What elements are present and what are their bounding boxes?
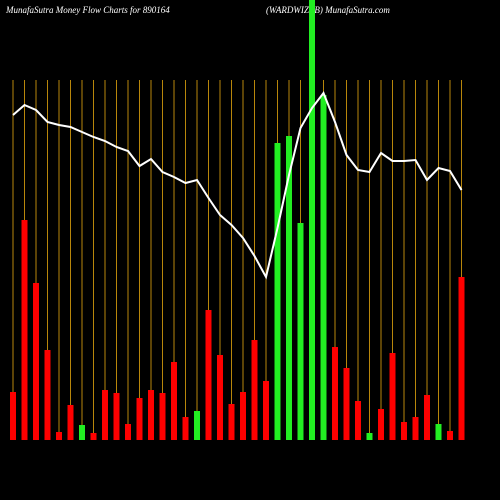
bar	[113, 393, 120, 440]
bar	[274, 143, 281, 440]
bar	[148, 390, 154, 440]
bar	[194, 411, 200, 440]
bar	[309, 0, 315, 440]
bar	[159, 393, 166, 440]
bar	[182, 417, 189, 440]
bar	[343, 368, 350, 440]
bar	[240, 392, 246, 440]
bar	[171, 362, 177, 440]
bar	[424, 395, 430, 440]
bar	[102, 390, 108, 440]
line	[12, 90, 463, 280]
bar	[125, 424, 131, 440]
bar	[286, 136, 292, 440]
bar	[67, 405, 74, 440]
bar	[33, 283, 39, 440]
bar	[297, 223, 304, 440]
bar	[355, 401, 361, 440]
bar	[412, 417, 419, 440]
bar	[90, 433, 97, 440]
bar	[205, 310, 212, 440]
bar	[56, 432, 62, 440]
chart-title: MunafaSutra Money Flow Charts for 890164	[5, 5, 170, 15]
chart-subtitle: (WARDWIZFB) MunafaSutra.com	[266, 5, 390, 15]
bar	[366, 433, 373, 440]
bar	[389, 353, 396, 440]
bar	[228, 404, 235, 440]
bar	[401, 422, 407, 440]
bar	[217, 355, 223, 440]
bar	[136, 398, 143, 440]
bar	[10, 392, 16, 440]
bar	[458, 277, 465, 440]
bar	[332, 347, 338, 440]
bar	[320, 95, 327, 440]
bar	[263, 381, 269, 440]
bar	[378, 409, 384, 440]
bar	[435, 424, 442, 440]
bar	[251, 340, 258, 440]
bar	[79, 425, 85, 440]
bar	[447, 431, 453, 440]
bar	[21, 220, 28, 440]
bar	[44, 350, 51, 440]
